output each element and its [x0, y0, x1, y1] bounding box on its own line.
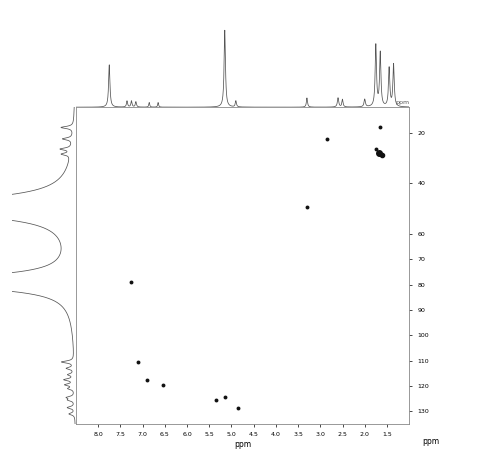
Text: ppm: ppm	[422, 437, 440, 446]
X-axis label: ppm: ppm	[234, 440, 251, 449]
Text: ppm: ppm	[395, 100, 409, 105]
